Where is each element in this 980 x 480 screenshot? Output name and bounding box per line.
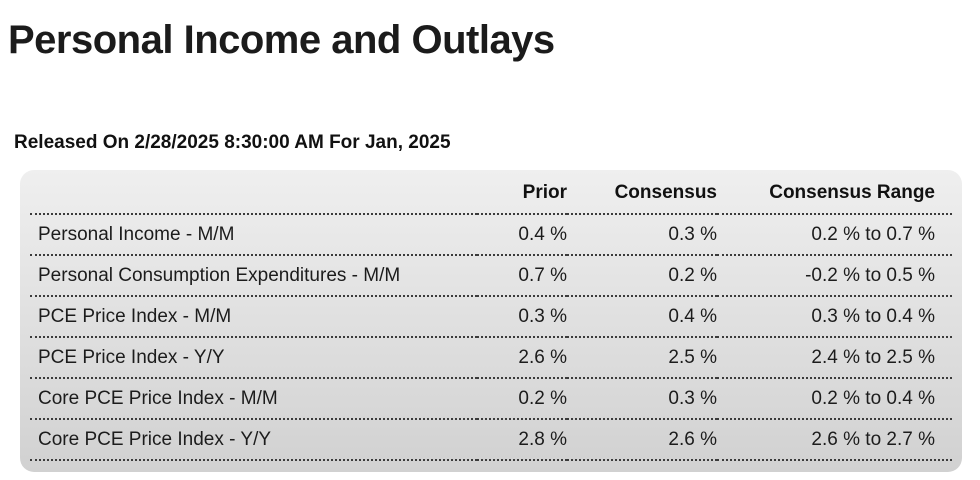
indicator-label: PCE Price Index - Y/Y bbox=[30, 337, 477, 379]
page-title: Personal Income and Outlays bbox=[8, 18, 555, 62]
indicator-label: PCE Price Index - M/M bbox=[30, 296, 477, 338]
release-info: Released On 2/28/2025 8:30:00 AM For Jan… bbox=[14, 132, 451, 153]
column-header-consensus-range: Consensus Range bbox=[717, 170, 952, 215]
consensus-value: 0.2 % bbox=[567, 255, 717, 297]
column-header-prior: Prior bbox=[477, 170, 567, 215]
prior-value: 0.3 % bbox=[477, 296, 567, 338]
prior-value: 0.4 % bbox=[477, 214, 567, 256]
table-row: Core PCE Price Index - M/M 0.2 % 0.3 % 0… bbox=[30, 378, 952, 420]
consensus-value: 0.4 % bbox=[567, 296, 717, 338]
consensus-table: Prior Consensus Consensus Range Personal… bbox=[30, 170, 952, 461]
header-row: Prior Consensus Consensus Range bbox=[30, 170, 952, 215]
table-body: Personal Income - M/M 0.4 % 0.3 % 0.2 % … bbox=[30, 214, 952, 461]
indicator-label: Personal Consumption Expenditures - M/M bbox=[30, 255, 477, 297]
consensus-value: 0.3 % bbox=[567, 378, 717, 420]
table-row: Core PCE Price Index - Y/Y 2.8 % 2.6 % 2… bbox=[30, 419, 952, 461]
indicator-label: Core PCE Price Index - Y/Y bbox=[30, 419, 477, 461]
table-row: Personal Income - M/M 0.4 % 0.3 % 0.2 % … bbox=[30, 214, 952, 256]
consensus-value: 0.3 % bbox=[567, 214, 717, 256]
table-row: PCE Price Index - Y/Y 2.6 % 2.5 % 2.4 % … bbox=[30, 337, 952, 379]
consensus-range-value: 0.2 % to 0.4 % bbox=[717, 378, 952, 420]
table-header: Prior Consensus Consensus Range bbox=[30, 170, 952, 215]
column-header-indicator bbox=[30, 170, 477, 215]
consensus-value: 2.6 % bbox=[567, 419, 717, 461]
prior-value: 0.7 % bbox=[477, 255, 567, 297]
consensus-value: 2.5 % bbox=[567, 337, 717, 379]
consensus-range-value: 2.6 % to 2.7 % bbox=[717, 419, 952, 461]
prior-value: 0.2 % bbox=[477, 378, 567, 420]
indicator-label: Core PCE Price Index - M/M bbox=[30, 378, 477, 420]
prior-value: 2.8 % bbox=[477, 419, 567, 461]
consensus-table-panel: Prior Consensus Consensus Range Personal… bbox=[20, 170, 962, 472]
table-row: Personal Consumption Expenditures - M/M … bbox=[30, 255, 952, 297]
indicator-label: Personal Income - M/M bbox=[30, 214, 477, 256]
prior-value: 2.6 % bbox=[477, 337, 567, 379]
consensus-range-value: 0.3 % to 0.4 % bbox=[717, 296, 952, 338]
consensus-range-value: 2.4 % to 2.5 % bbox=[717, 337, 952, 379]
consensus-range-value: -0.2 % to 0.5 % bbox=[717, 255, 952, 297]
consensus-range-value: 0.2 % to 0.7 % bbox=[717, 214, 952, 256]
table-row: PCE Price Index - M/M 0.3 % 0.4 % 0.3 % … bbox=[30, 296, 952, 338]
column-header-consensus: Consensus bbox=[567, 170, 717, 215]
